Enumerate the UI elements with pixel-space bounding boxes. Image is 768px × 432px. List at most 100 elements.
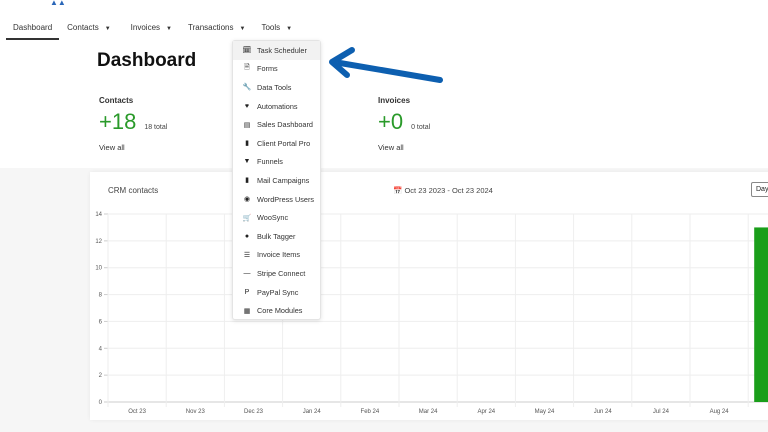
x-tick-label: Aug 24 xyxy=(710,409,730,415)
x-tick-label: Mar 24 xyxy=(419,409,438,415)
x-tick-label: May 24 xyxy=(535,409,555,415)
date-range-text: Oct 23 2023 - Oct 23 2024 xyxy=(404,186,493,195)
file-solid-icon: ▮ xyxy=(245,140,249,148)
nav-label: Dashboard xyxy=(13,23,53,32)
wrench-icon: 🔧 xyxy=(242,84,252,92)
caret-down-icon: ▼ xyxy=(239,26,246,32)
nav-tools[interactable]: Tools ▼ xyxy=(253,20,300,40)
menu-item-funnels[interactable]: ▼ Funnels xyxy=(233,153,320,172)
y-tick-label: 8 xyxy=(99,293,103,299)
menu-item-label: Data Tools xyxy=(257,82,292,92)
calendar-icon: 🗓 xyxy=(242,47,252,55)
view-all-invoices-link[interactable]: View all xyxy=(378,143,404,152)
heartbeat-icon: ♥ xyxy=(244,102,250,110)
menu-item-forms[interactable]: 🗎 Forms xyxy=(233,60,320,79)
y-tick-label: 2 xyxy=(99,373,103,379)
menu-item-core-modules[interactable]: ▦ Core Modules xyxy=(233,301,320,320)
stat-value: +0 xyxy=(378,109,404,134)
menu-item-stripe-connect[interactable]: — Stripe Connect xyxy=(233,264,320,283)
menu-item-label: Stripe Connect xyxy=(257,268,306,278)
menu-item-label: WordPress Users xyxy=(257,194,315,204)
nav-contacts[interactable]: Contacts ▼ xyxy=(59,20,119,40)
stat-total: 0 total xyxy=(411,124,431,131)
nav-label: Tools xyxy=(261,23,281,32)
caret-down-icon: ▼ xyxy=(286,26,293,32)
nav-invoices[interactable]: Invoices ▼ xyxy=(123,20,180,40)
nav-label: Contacts xyxy=(67,23,99,32)
logo[interactable]: ▲▲ xyxy=(50,0,66,5)
menu-item-label: WooSync xyxy=(257,213,289,223)
menu-item-label: Forms xyxy=(257,64,278,74)
menu-item-automations[interactable]: ♥ Automations xyxy=(233,97,320,116)
menu-item-sales-dashboard[interactable]: ▤ Sales Dashboard xyxy=(233,115,320,134)
y-tick-label: 4 xyxy=(99,346,103,352)
tags-icon: ● xyxy=(244,232,250,240)
funnel-icon: ▼ xyxy=(243,158,251,166)
menu-item-client-portal-pro[interactable]: ▮ Client Portal Pro xyxy=(233,134,320,153)
invoices-stat: Invoices +0 0 total View all xyxy=(378,96,430,152)
nav-dashboard[interactable]: Dashboard xyxy=(6,20,60,40)
y-tick-label: 6 xyxy=(99,319,103,325)
x-tick-label: Jul 24 xyxy=(653,409,670,415)
contacts-stat: Contacts +18 18 total View all xyxy=(99,96,167,152)
x-tick-label: Oct 23 xyxy=(128,409,146,415)
nav-label: Invoices xyxy=(130,23,161,32)
bar xyxy=(754,227,768,402)
menu-item-label: Bulk Tagger xyxy=(257,231,296,241)
chart-card xyxy=(90,172,768,420)
tools-dropdown-menu: 🗓 Task Scheduler 🗎 Forms 🔧 Data Tools ♥ Automat… xyxy=(232,40,321,320)
menu-item-label: Mail Campaigns xyxy=(257,175,310,185)
y-tick-label: 14 xyxy=(95,212,102,218)
paypal-icon: P xyxy=(244,288,250,296)
calendar-icon: 📅 xyxy=(393,186,403,195)
file-icon: 🗎 xyxy=(244,64,250,72)
area-chart-icon: ▤ xyxy=(243,121,251,129)
caret-down-icon: ▼ xyxy=(166,26,172,32)
menu-item-invoice-items[interactable]: ☰ Invoice Items xyxy=(233,246,320,265)
menu-item-label: Core Modules xyxy=(257,306,303,316)
menu-item-label: Automations xyxy=(257,101,298,111)
x-tick-label: Jan 24 xyxy=(303,409,322,415)
menu-item-label: Task Scheduler xyxy=(257,45,307,55)
stat-value: +18 xyxy=(99,109,137,134)
nav-transactions[interactable]: Transactions ▼ xyxy=(180,20,253,40)
period-select[interactable]: Day xyxy=(751,182,768,197)
menu-item-mail-campaigns[interactable]: ▮ Mail Campaigns xyxy=(233,171,320,190)
view-all-contacts-link[interactable]: View all xyxy=(99,143,125,152)
y-tick-label: 0 xyxy=(99,400,103,406)
header-area xyxy=(0,0,768,168)
x-tick-label: Jun 24 xyxy=(594,409,613,415)
x-tick-label: Feb 24 xyxy=(361,409,380,415)
menu-item-bulk-tagger[interactable]: ● Bulk Tagger xyxy=(233,227,320,246)
menu-item-label: Funnels xyxy=(257,157,283,167)
menu-item-paypal-sync[interactable]: P PayPal Sync xyxy=(233,283,320,302)
menu-item-label: Invoice Items xyxy=(257,250,300,260)
x-tick-label: Dec 23 xyxy=(244,409,264,415)
main-nav: Dashboard Contacts ▼ Invoices ▼ Transactio… xyxy=(6,20,300,40)
menu-item-wordpress-users[interactable]: ◉ WordPress Users xyxy=(233,190,320,209)
nav-label: Transactions xyxy=(187,23,234,32)
page-title: Dashboard xyxy=(97,50,197,71)
chart-title: CRM contacts xyxy=(108,186,159,195)
menu-item-label: Sales Dashboard xyxy=(257,120,313,130)
x-tick-label: Nov 23 xyxy=(186,409,206,415)
menu-item-task-scheduler[interactable]: 🗓 Task Scheduler xyxy=(233,41,320,60)
menu-item-woosync[interactable]: 🛒 WooSync xyxy=(233,208,320,227)
menu-item-label: PayPal Sync xyxy=(257,287,299,297)
grid-icon: ▦ xyxy=(243,307,251,315)
menu-item-label: Client Portal Pro xyxy=(257,138,311,148)
stat-label: Contacts xyxy=(99,96,134,105)
cart-icon: 🛒 xyxy=(242,214,252,222)
stripe-icon: — xyxy=(243,269,251,277)
list-icon: ☰ xyxy=(243,251,251,259)
stat-total: 18 total xyxy=(144,124,168,131)
y-tick-label: 12 xyxy=(95,239,102,245)
caret-down-icon: ▼ xyxy=(104,26,111,32)
date-range-picker[interactable]: 📅 Oct 23 2023 - Oct 23 2024 xyxy=(393,186,493,195)
y-tick-label: 10 xyxy=(95,266,102,272)
wordpress-icon: ◉ xyxy=(243,196,251,204)
menu-item-data-tools[interactable]: 🔧 Data Tools xyxy=(233,78,320,97)
file-solid-icon: ▮ xyxy=(245,177,249,185)
